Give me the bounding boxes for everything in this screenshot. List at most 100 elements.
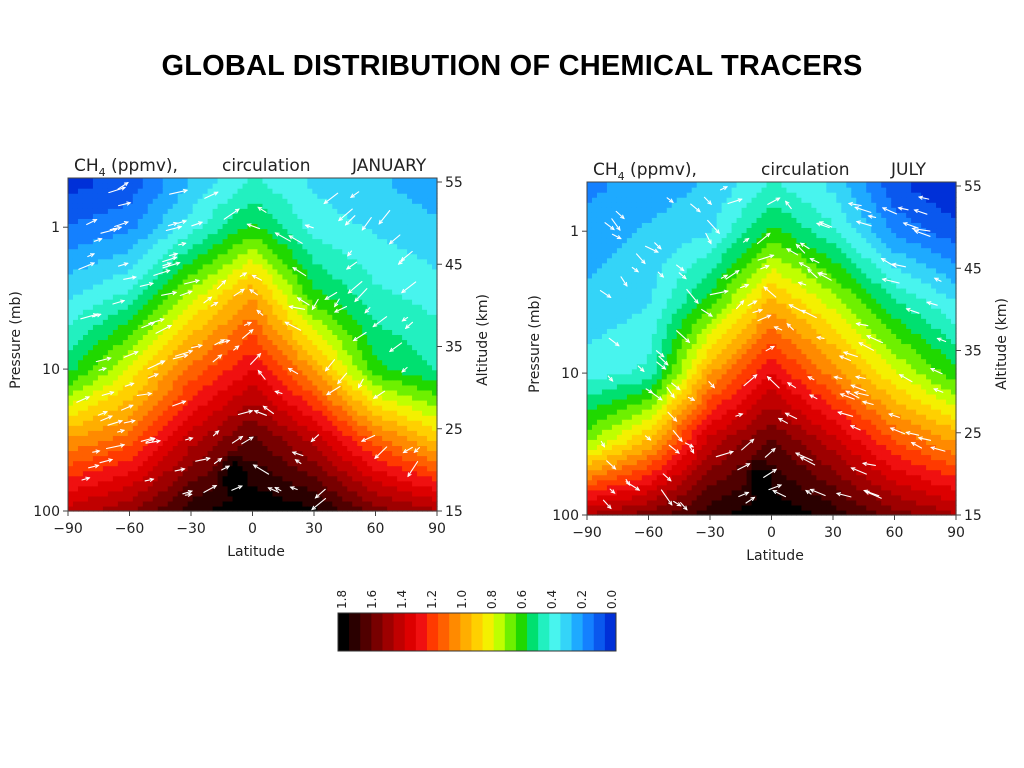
heatmap-cell	[337, 344, 343, 351]
heatmap-cell	[317, 233, 323, 240]
heatmap-cell	[147, 379, 154, 386]
heatmap-cell	[92, 289, 99, 295]
heatmap-cell	[207, 289, 214, 295]
heatmap-cell	[292, 253, 298, 260]
heatmap-cell	[247, 475, 254, 482]
heatmap-cell	[297, 495, 303, 502]
heatmap-cell	[92, 304, 99, 310]
heatmap-cell	[247, 394, 254, 401]
heatmap-cell	[162, 465, 169, 472]
heatmap-cell	[187, 430, 194, 436]
heatmap-cell	[212, 198, 219, 204]
heatmap-cell	[202, 349, 209, 356]
heatmap-cell	[407, 334, 413, 341]
heatmap-cell	[362, 268, 368, 275]
heatmap-cell	[372, 218, 378, 225]
heatmap-cell	[302, 425, 308, 431]
heatmap-cell	[332, 319, 338, 325]
heatmap-cell	[242, 344, 249, 351]
heatmap-cell	[302, 505, 308, 512]
heatmap-cell	[372, 354, 378, 361]
heatmap-cell	[367, 485, 373, 492]
heatmap-cell	[327, 334, 333, 341]
heatmap-cell	[162, 289, 169, 295]
heatmap-cell	[262, 400, 269, 406]
heatmap-cell	[417, 364, 423, 371]
heatmap-cell	[387, 188, 393, 194]
heatmap-cell	[287, 334, 293, 341]
heatmap-cell	[427, 379, 433, 386]
heatmap-cell	[247, 324, 254, 330]
heatmap-cell	[227, 213, 234, 219]
heatmap-cell	[267, 405, 274, 411]
heatmap-cell	[252, 400, 259, 406]
heatmap-cell	[422, 248, 428, 255]
heatmap-cell	[322, 299, 328, 305]
heatmap-cell	[232, 339, 239, 346]
heatmap-cell	[427, 405, 433, 411]
heatmap-cell	[317, 394, 323, 401]
heatmap-cell	[197, 364, 204, 371]
heatmap-cell	[187, 354, 194, 361]
heatmap-cell	[322, 349, 328, 356]
heatmap-cell	[202, 309, 209, 315]
heatmap-cell	[217, 233, 224, 240]
heatmap-cell	[147, 440, 154, 447]
heatmap-cell	[202, 374, 209, 381]
heatmap-cell	[297, 329, 303, 336]
heatmap-cell	[202, 319, 209, 325]
heatmap-cell	[192, 309, 199, 315]
heatmap-cell	[247, 203, 254, 209]
heatmap-cell	[367, 505, 373, 512]
heatmap-cell	[357, 344, 363, 351]
heatmap-cell	[397, 309, 403, 315]
heatmap-cell	[337, 384, 343, 391]
heatmap-cell	[77, 505, 84, 512]
heatmap-cell	[192, 294, 199, 300]
heatmap-cell	[157, 435, 164, 441]
heatmap-cell	[382, 440, 388, 447]
heatmap-cell	[147, 394, 154, 401]
heatmap-cell	[427, 299, 433, 305]
heatmap-cell	[162, 294, 169, 300]
heatmap-cell	[392, 243, 398, 250]
heatmap-cell	[327, 304, 333, 310]
heatmap-cell	[167, 299, 174, 305]
heatmap-cell	[217, 248, 224, 255]
heatmap-cell	[422, 490, 428, 497]
heatmap-cell	[282, 268, 289, 275]
heatmap-cell	[297, 485, 303, 492]
heatmap-cell	[182, 364, 189, 371]
heatmap-cell	[357, 213, 363, 219]
heatmap-cell	[177, 283, 184, 290]
heatmap-cell	[117, 460, 124, 467]
heatmap-cell	[232, 273, 239, 280]
heatmap-cell	[377, 309, 383, 315]
heatmap-cell	[87, 359, 94, 366]
heatmap-cell	[312, 374, 318, 381]
heatmap-cell	[212, 183, 219, 189]
circulation-arrow	[141, 322, 155, 329]
heatmap-cell	[112, 243, 119, 250]
heatmap-cell	[122, 319, 129, 325]
heatmap-cell	[117, 218, 124, 225]
heatmap-cell	[422, 339, 428, 346]
heatmap-cell	[182, 314, 189, 320]
heatmap-cell	[197, 405, 204, 411]
heatmap-cell	[217, 183, 224, 189]
heatmap-cell	[127, 344, 134, 351]
heatmap-cell	[432, 394, 438, 401]
heatmap-cell	[347, 475, 353, 482]
heatmap-cell	[132, 440, 139, 447]
heatmap-cell	[72, 203, 79, 209]
heatmap-cell	[372, 490, 378, 497]
heatmap-cell	[242, 263, 249, 270]
heatmap-cell	[122, 374, 129, 381]
heatmap-cell	[237, 248, 244, 255]
heatmap-cell	[402, 299, 408, 305]
heatmap-cell	[402, 329, 408, 336]
heatmap-cell	[222, 339, 229, 346]
heatmap-cell	[412, 359, 418, 366]
heatmap-cell	[92, 203, 99, 209]
heatmap-cell	[372, 183, 378, 189]
